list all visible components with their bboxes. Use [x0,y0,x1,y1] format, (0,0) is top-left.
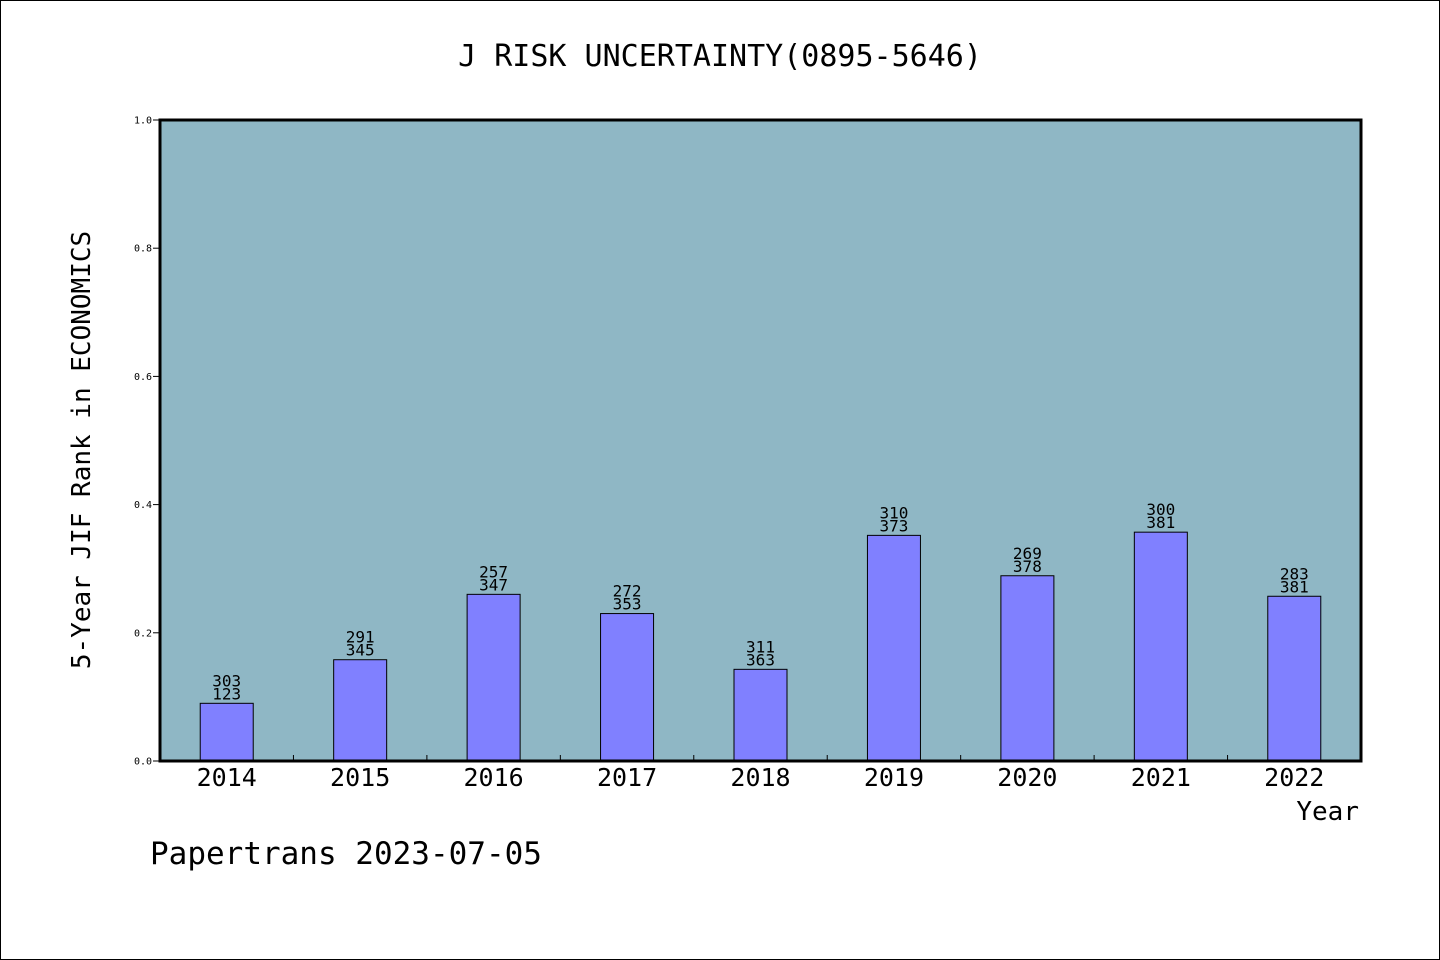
bar [466,593,521,762]
x-tick-label: 2022 [1264,763,1324,792]
y-tick-label: 0.2 [134,628,152,639]
y-axis-label: 5-Year JIF Rank in ECONOMICS [67,231,97,669]
bar-label-bottom: 345 [346,641,375,660]
y-tick-label: 0.0 [134,757,152,768]
bar [866,534,921,762]
bar-label-bottom: 381 [1146,513,1175,532]
bar-label-top: 269 [1013,544,1042,563]
x-tick-label: 2015 [330,763,390,792]
x-tick-label: 2014 [197,763,257,792]
bar [199,702,254,762]
x-tick-label: 2018 [730,763,790,792]
y-tick-label: 0.6 [134,372,152,383]
y-tick-label: 1.0 [134,116,152,127]
bar [1000,575,1055,762]
bar [1267,595,1322,762]
bar [600,613,655,762]
bar-label-bottom: 353 [613,595,642,614]
bar-label-top: 300 [1146,500,1175,519]
x-tick-label: 2021 [1131,763,1191,792]
x-tick-label: 2017 [597,763,657,792]
bar-label-top: 291 [346,628,375,647]
bar-label-bottom: 123 [212,684,241,703]
bar-label-top: 257 [479,562,508,581]
bar-label-top: 303 [212,671,241,690]
bar-label-top: 283 [1280,564,1309,583]
bar-label-bottom: 347 [479,575,508,594]
bar-label-bottom: 373 [879,516,908,535]
x-axis-label: Year [1296,797,1359,827]
bar-label-top: 310 [879,503,908,522]
x-tick-label: 2020 [997,763,1057,792]
bar-label-bottom: 363 [746,650,775,669]
x-tick-label: 2019 [864,763,924,792]
bar [333,659,388,762]
y-axis-ticks: 0.0 0.2 0.4 0.6 0.8 1.0 [134,116,160,768]
bar [733,668,788,762]
chart-title: J RISK UNCERTAINTY(0895-5646) [458,39,982,74]
bar [1133,531,1188,762]
x-tick-label: 2016 [464,763,524,792]
y-tick-label: 0.4 [134,500,152,511]
watermark-text: Papertrans 2023-07-05 [150,836,542,872]
bar-label-top: 311 [746,637,775,656]
plot-border [158,118,1363,763]
bar-label-bottom: 381 [1280,577,1309,596]
bar-label-bottom: 378 [1013,557,1042,576]
y-tick-label: 0.8 [134,244,152,255]
x-axis-ticks: 2014 2015 2016 2017 2018 2019 2020 2021 2022 [197,755,1324,792]
bar-label-top: 272 [613,582,642,601]
